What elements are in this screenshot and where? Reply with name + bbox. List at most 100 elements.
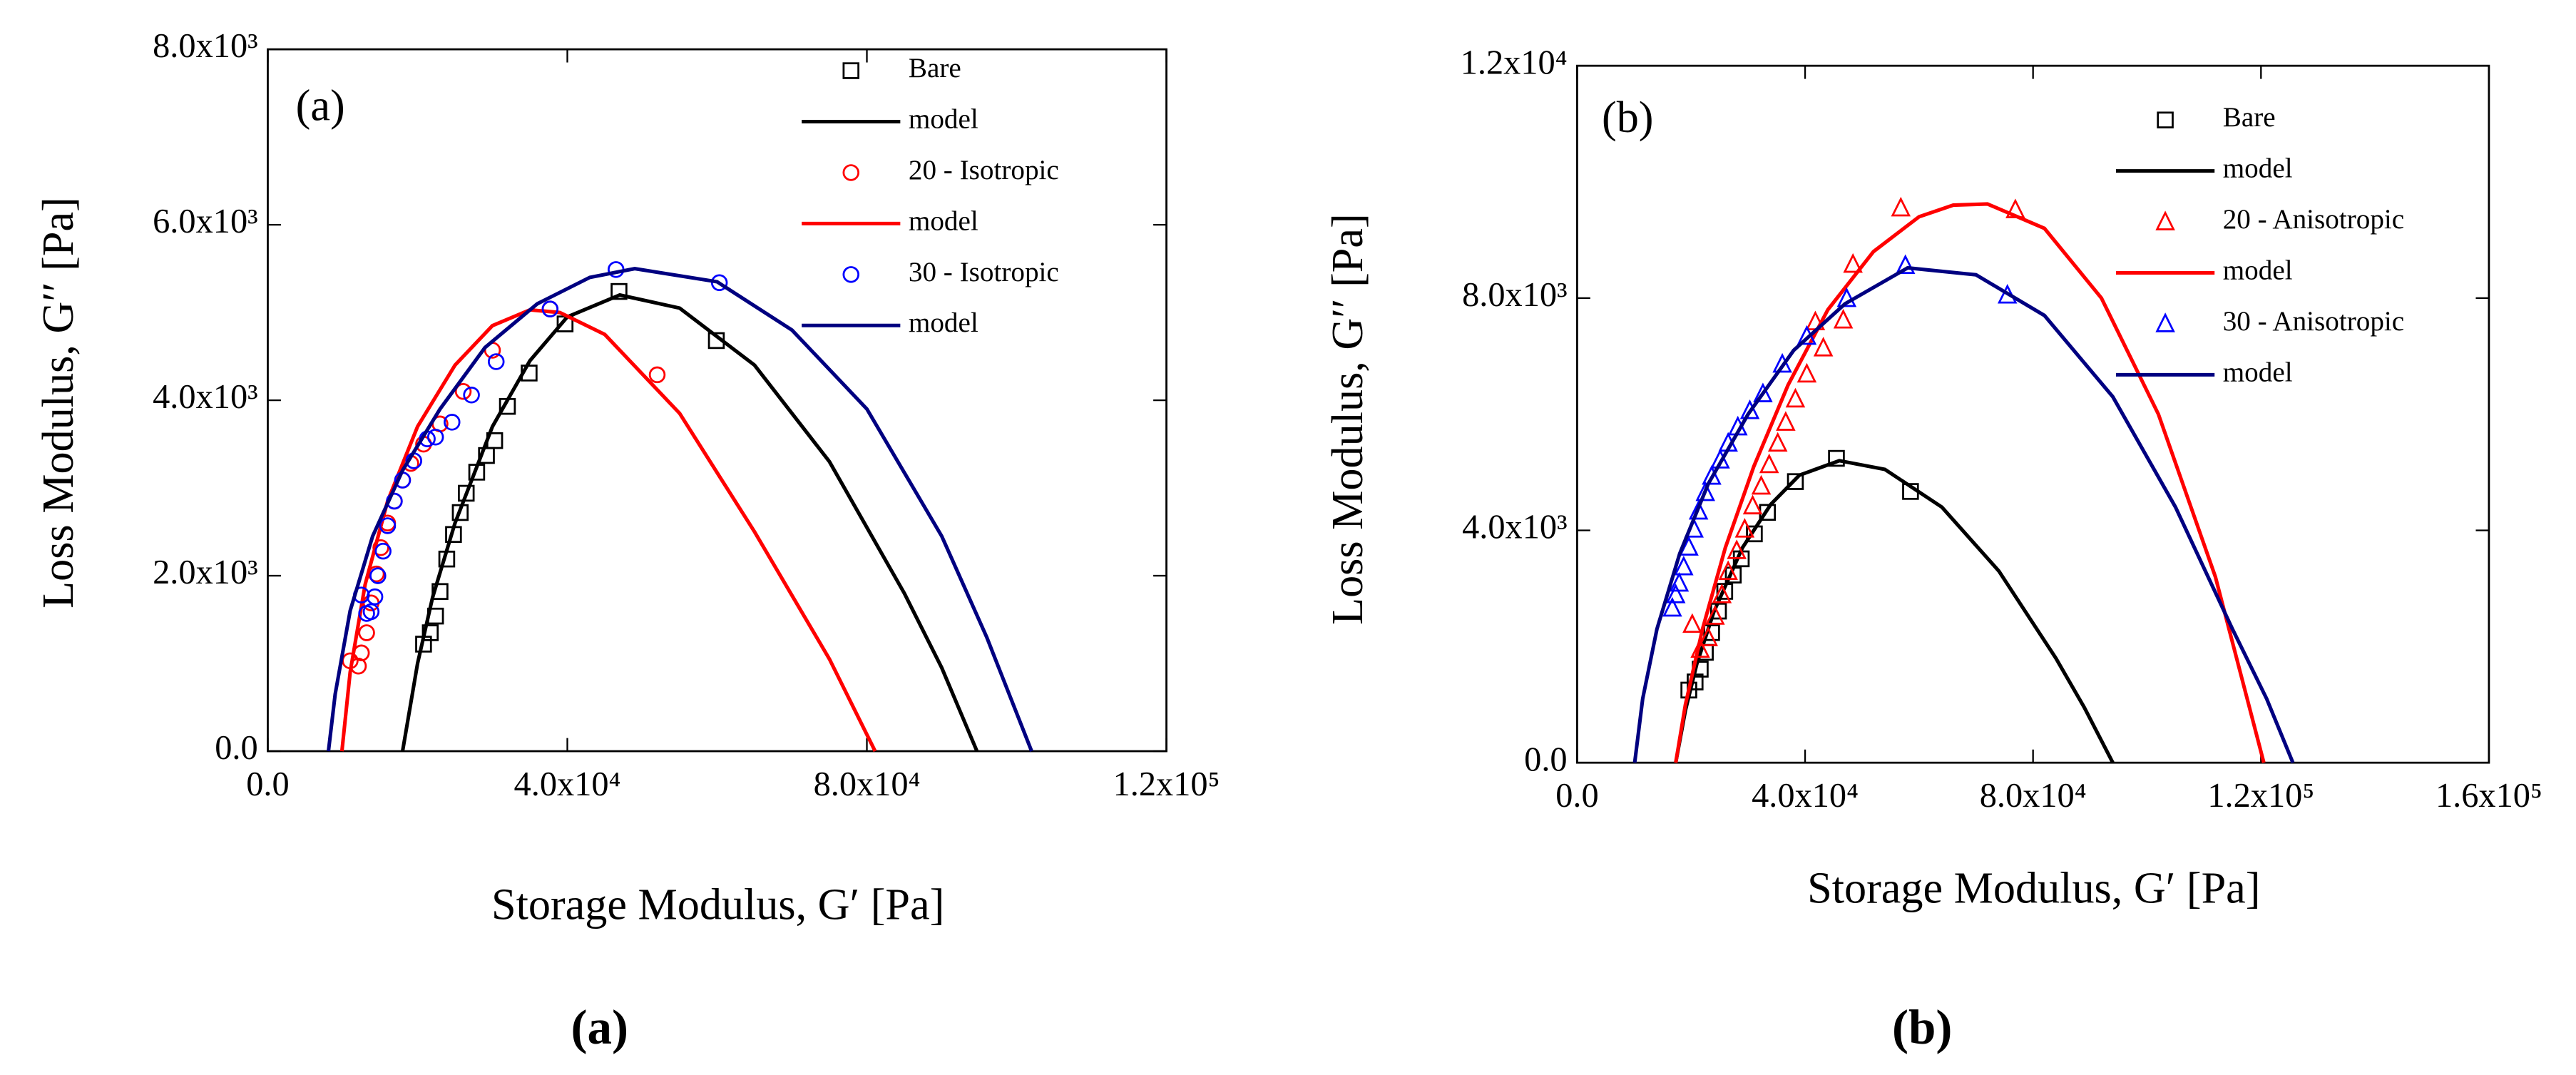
x-tick-label: 4.0x10⁴ bbox=[1752, 777, 1859, 815]
marker bbox=[1690, 638, 1710, 658]
marker bbox=[1695, 481, 1715, 501]
marker bbox=[487, 353, 505, 370]
marker bbox=[366, 588, 384, 606]
x-axis-title: Storage Modulus, G′ [Pa] bbox=[1807, 865, 2260, 913]
x-tick-label: 1.2x10⁵ bbox=[1113, 765, 1220, 803]
marker bbox=[1727, 539, 1747, 559]
legend-label: 30 - Isotropic bbox=[909, 257, 1059, 287]
x-tick-label: 0.0 bbox=[1555, 777, 1598, 815]
marker bbox=[842, 62, 859, 79]
panel-label: (b) bbox=[1602, 93, 1654, 142]
legend-label: Bare bbox=[909, 53, 961, 83]
marker bbox=[1739, 399, 1760, 419]
model-line bbox=[1674, 202, 2266, 763]
y-axis-title: Loss Modulus, G′′ [Pa] bbox=[1324, 213, 1372, 625]
y-tick-label: 8.0x10³ bbox=[153, 27, 258, 65]
marker bbox=[1718, 560, 1738, 581]
marker bbox=[379, 517, 397, 534]
y-tick-label: 8.0x10³ bbox=[1462, 276, 1568, 314]
legend-label: model bbox=[909, 205, 978, 236]
marker bbox=[1813, 337, 1834, 357]
x-tick-label: 8.0x10⁴ bbox=[1980, 777, 2087, 815]
x-tick-label: 1.2x10⁵ bbox=[2207, 777, 2314, 815]
marker bbox=[369, 567, 387, 584]
legend-label: model bbox=[909, 103, 978, 134]
marker bbox=[1751, 474, 1772, 495]
caption: (a) bbox=[571, 999, 629, 1054]
marker bbox=[648, 366, 666, 384]
marker bbox=[1682, 613, 1702, 633]
x-tick-label: 0.0 bbox=[246, 765, 289, 803]
marker bbox=[1669, 571, 1690, 592]
marker bbox=[1836, 287, 1857, 307]
marker bbox=[842, 164, 859, 181]
marker bbox=[1712, 584, 1732, 603]
marker bbox=[1785, 387, 1806, 408]
marker bbox=[2157, 111, 2174, 128]
y-tick-label: 0.0 bbox=[1524, 740, 1567, 778]
marker bbox=[1759, 453, 1779, 474]
marker bbox=[1688, 499, 1709, 520]
marker bbox=[541, 300, 559, 317]
marker bbox=[352, 644, 370, 662]
marker bbox=[1674, 556, 1694, 576]
legend-label: model bbox=[909, 307, 978, 338]
marker bbox=[1698, 626, 1718, 646]
caption: (b) bbox=[1892, 999, 1952, 1054]
x-tick-label: 4.0x10⁴ bbox=[514, 765, 621, 803]
y-tick-label: 4.0x10³ bbox=[1462, 509, 1568, 546]
marker bbox=[362, 603, 380, 621]
marker bbox=[457, 484, 475, 502]
model-line bbox=[1632, 265, 2295, 764]
y-axis-title: Loss Modulus, G′′ [Pa] bbox=[34, 197, 83, 608]
marker bbox=[1828, 449, 1845, 467]
legend-label: model bbox=[2223, 357, 2293, 387]
y-tick-label: 4.0x10³ bbox=[153, 378, 258, 416]
marker bbox=[1679, 536, 1699, 556]
legend-label: model bbox=[2223, 153, 2293, 184]
legend-label: Bare bbox=[2223, 102, 2276, 133]
marker bbox=[2155, 210, 2175, 230]
marker bbox=[842, 266, 859, 283]
marker bbox=[1665, 584, 1686, 603]
marker bbox=[1833, 309, 1854, 329]
marker bbox=[1891, 196, 1911, 217]
marker bbox=[1662, 596, 1682, 617]
model-line bbox=[327, 267, 1033, 752]
marker bbox=[1753, 382, 1773, 402]
marker bbox=[1796, 362, 1817, 383]
marker bbox=[1702, 465, 1722, 485]
marker bbox=[1767, 432, 1788, 452]
model-line bbox=[339, 307, 877, 753]
model-line bbox=[1674, 459, 2115, 764]
marker bbox=[426, 428, 444, 446]
legend-label: model bbox=[2223, 255, 2293, 285]
marker bbox=[1776, 411, 1796, 431]
y-tick-label: 6.0x10³ bbox=[153, 203, 258, 240]
marker bbox=[374, 542, 392, 560]
marker bbox=[463, 386, 480, 404]
x-tick-label: 1.6x10⁵ bbox=[2436, 777, 2542, 815]
plot-frame bbox=[1576, 64, 2490, 764]
legend-label: 30 - Anisotropic bbox=[2223, 306, 2404, 337]
legend-label: 20 - Isotropic bbox=[909, 155, 1059, 185]
marker bbox=[1895, 254, 1916, 275]
marker bbox=[1703, 624, 1720, 641]
marker bbox=[610, 282, 628, 300]
panel-label: (a) bbox=[296, 82, 345, 131]
marker bbox=[1742, 494, 1763, 515]
marker bbox=[358, 624, 375, 641]
marker bbox=[1705, 605, 1725, 625]
marker bbox=[1787, 473, 1804, 490]
marker bbox=[2155, 312, 2175, 332]
marker bbox=[1734, 518, 1755, 538]
x-tick-label: 8.0x10⁴ bbox=[814, 765, 921, 803]
legend-label: 20 - Anisotropic bbox=[2223, 204, 2404, 235]
marker bbox=[444, 414, 461, 431]
marker bbox=[454, 383, 472, 400]
model-line bbox=[400, 292, 979, 753]
y-tick-label: 2.0x10³ bbox=[153, 554, 258, 591]
y-tick-label: 1.2x10⁴ bbox=[1461, 44, 1568, 81]
x-axis-title: Storage Modulus, G′ [Pa] bbox=[491, 881, 944, 929]
